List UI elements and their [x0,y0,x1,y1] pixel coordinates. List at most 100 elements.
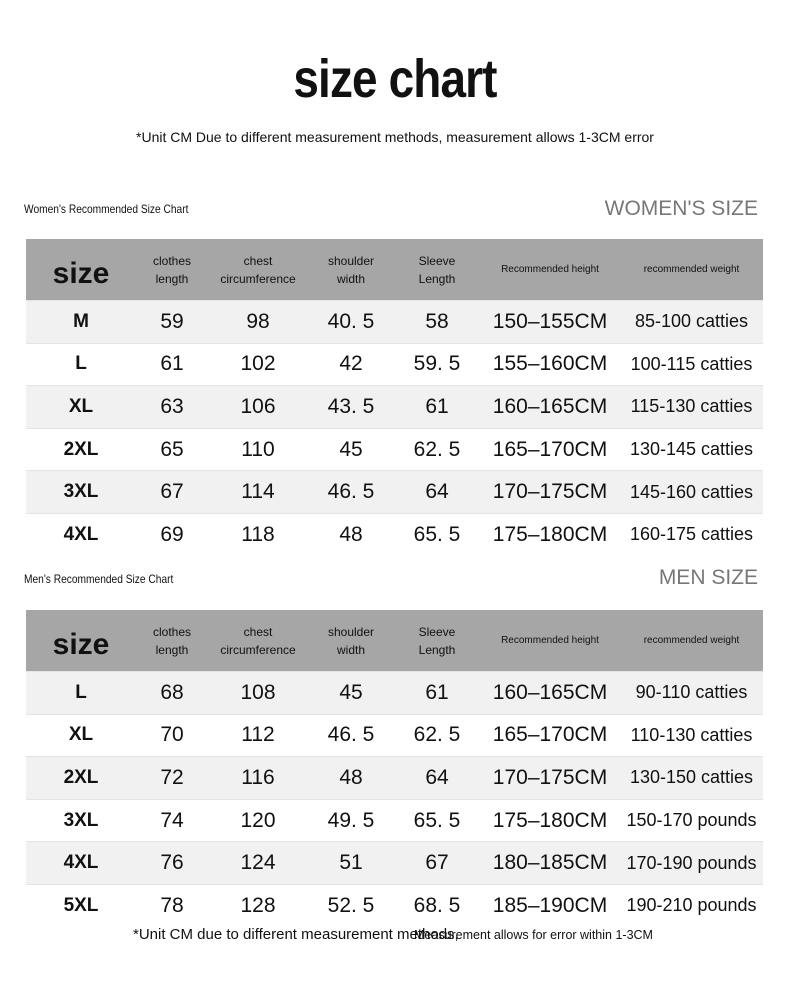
table-cell: 114 [208,470,308,514]
table-cell: 3XL [26,470,136,514]
table-cell: 170–175CM [480,470,620,514]
table-cell: 61 [394,671,480,715]
table-cell: 4XL [26,841,136,885]
column-header: Recommended height [480,610,620,672]
table-cell: 4XL [26,512,136,556]
table-cell: 3XL [26,798,136,842]
table-cell: 150–155CM [480,300,620,344]
table-cell: 160–165CM [480,385,620,429]
men-section-label: Men's Recommended Size Chart [24,572,174,586]
table-cell: 70 [136,713,208,757]
footer-note-overlap: Measurement allows for error within 1-3C… [414,928,653,942]
table-cell: 175–180CM [480,798,620,842]
table-cell: 67 [394,841,480,885]
header-row: size clothes length chest circumference shoul… [26,610,763,672]
table-row: L 61 102 42 59. 5 155–160CM 100-115 catties [26,342,763,386]
table-cell: 98 [208,300,308,344]
men-section-heading: MEN SIZE [658,566,758,589]
table-cell: XL [26,385,136,429]
table-cell: 74 [136,798,208,842]
table-cell: 45 [308,671,394,715]
table-cell: 64 [394,756,480,800]
table-cell: 115-130 catties [620,385,763,429]
table-cell: 124 [208,841,308,885]
women-section-heading: WOMEN'S SIZE [604,197,758,220]
column-header: shoulder width [308,610,394,672]
column-header: recommended weight [620,610,763,672]
table-cell: 175–180CM [480,512,620,556]
table-cell: 100-115 catties [620,342,763,386]
table-cell: 48 [308,512,394,556]
table-cell: 170–175CM [480,756,620,800]
table-cell: 160-175 catties [620,512,763,556]
column-header: clothes length [136,239,208,301]
table-cell: 160–165CM [480,671,620,715]
table-cell: 72 [136,756,208,800]
table-cell: 45 [308,427,394,471]
table-cell: 5XL [26,883,136,927]
table-cell: 42 [308,342,394,386]
table-row: L 68 108 45 61 160–165CM 90-110 catties [26,671,763,715]
table-cell: 130-150 catties [620,756,763,800]
table-cell: 108 [208,671,308,715]
table-row: XL 63 106 43. 5 61 160–165CM 115-130 catties [26,385,763,429]
column-header: Sleeve Length [394,610,480,672]
table-cell: 102 [208,342,308,386]
table-cell: 68 [136,671,208,715]
table-cell: 110 [208,427,308,471]
table-cell: M [26,300,136,344]
column-header: Sleeve Length [394,239,480,301]
table-cell: 46. 5 [308,713,394,757]
table-cell: 190-210 pounds [620,883,763,927]
women-size-table: size clothes length chest circumference shoul… [26,239,763,556]
table-cell: 40. 5 [308,300,394,344]
table-cell: 165–170CM [480,427,620,471]
table-cell: 128 [208,883,308,927]
table-cell: 48 [308,756,394,800]
table-row: 4XL 69 118 48 65. 5 175–180CM 160-175 catties [26,512,763,556]
table-cell: 76 [136,841,208,885]
table-cell: 85-100 catties [620,300,763,344]
column-header: clothes length [136,610,208,672]
table-cell: 150-170 pounds [620,798,763,842]
table-cell: 145-160 catties [620,470,763,514]
table-cell: 185–190CM [480,883,620,927]
table-cell: 78 [136,883,208,927]
column-header: chest circumference [208,239,308,301]
table-row: 2XL 65 110 45 62. 5 165–170CM 130-145 catties [26,427,763,471]
table-cell: 90-110 catties [620,671,763,715]
table-cell: 112 [208,713,308,757]
column-header: size [26,239,136,301]
table-cell: 116 [208,756,308,800]
table-cell: 61 [394,385,480,429]
table-cell: 62. 5 [394,427,480,471]
table-cell: 106 [208,385,308,429]
table-cell: 120 [208,798,308,842]
table-cell: L [26,671,136,715]
table-cell: 43. 5 [308,385,394,429]
table-cell: 2XL [26,427,136,471]
table-cell: 51 [308,841,394,885]
table-cell: 59 [136,300,208,344]
table-cell: 61 [136,342,208,386]
table-cell: 65. 5 [394,798,480,842]
table-cell: 68. 5 [394,883,480,927]
page-title: size chart [293,49,497,109]
table-cell: 67 [136,470,208,514]
table-cell: 63 [136,385,208,429]
table-cell: 2XL [26,756,136,800]
table-cell: 64 [394,470,480,514]
table-cell: 65. 5 [394,512,480,556]
table-cell: XL [26,713,136,757]
table-row: 2XL 72 116 48 64 170–175CM 130-150 catties [26,756,763,800]
table-cell: 58 [394,300,480,344]
table-cell: 59. 5 [394,342,480,386]
table-cell: 180–185CM [480,841,620,885]
unit-note: *Unit CM Due to different measurement me… [136,129,654,145]
table-cell: 69 [136,512,208,556]
table-row: 3XL 74 120 49. 5 65. 5 175–180CM 150-170 pound… [26,798,763,842]
table-cell: 52. 5 [308,883,394,927]
table-row: 5XL 78 128 52. 5 68. 5 185–190CM 190-210 pound… [26,883,763,927]
column-header: shoulder width [308,239,394,301]
